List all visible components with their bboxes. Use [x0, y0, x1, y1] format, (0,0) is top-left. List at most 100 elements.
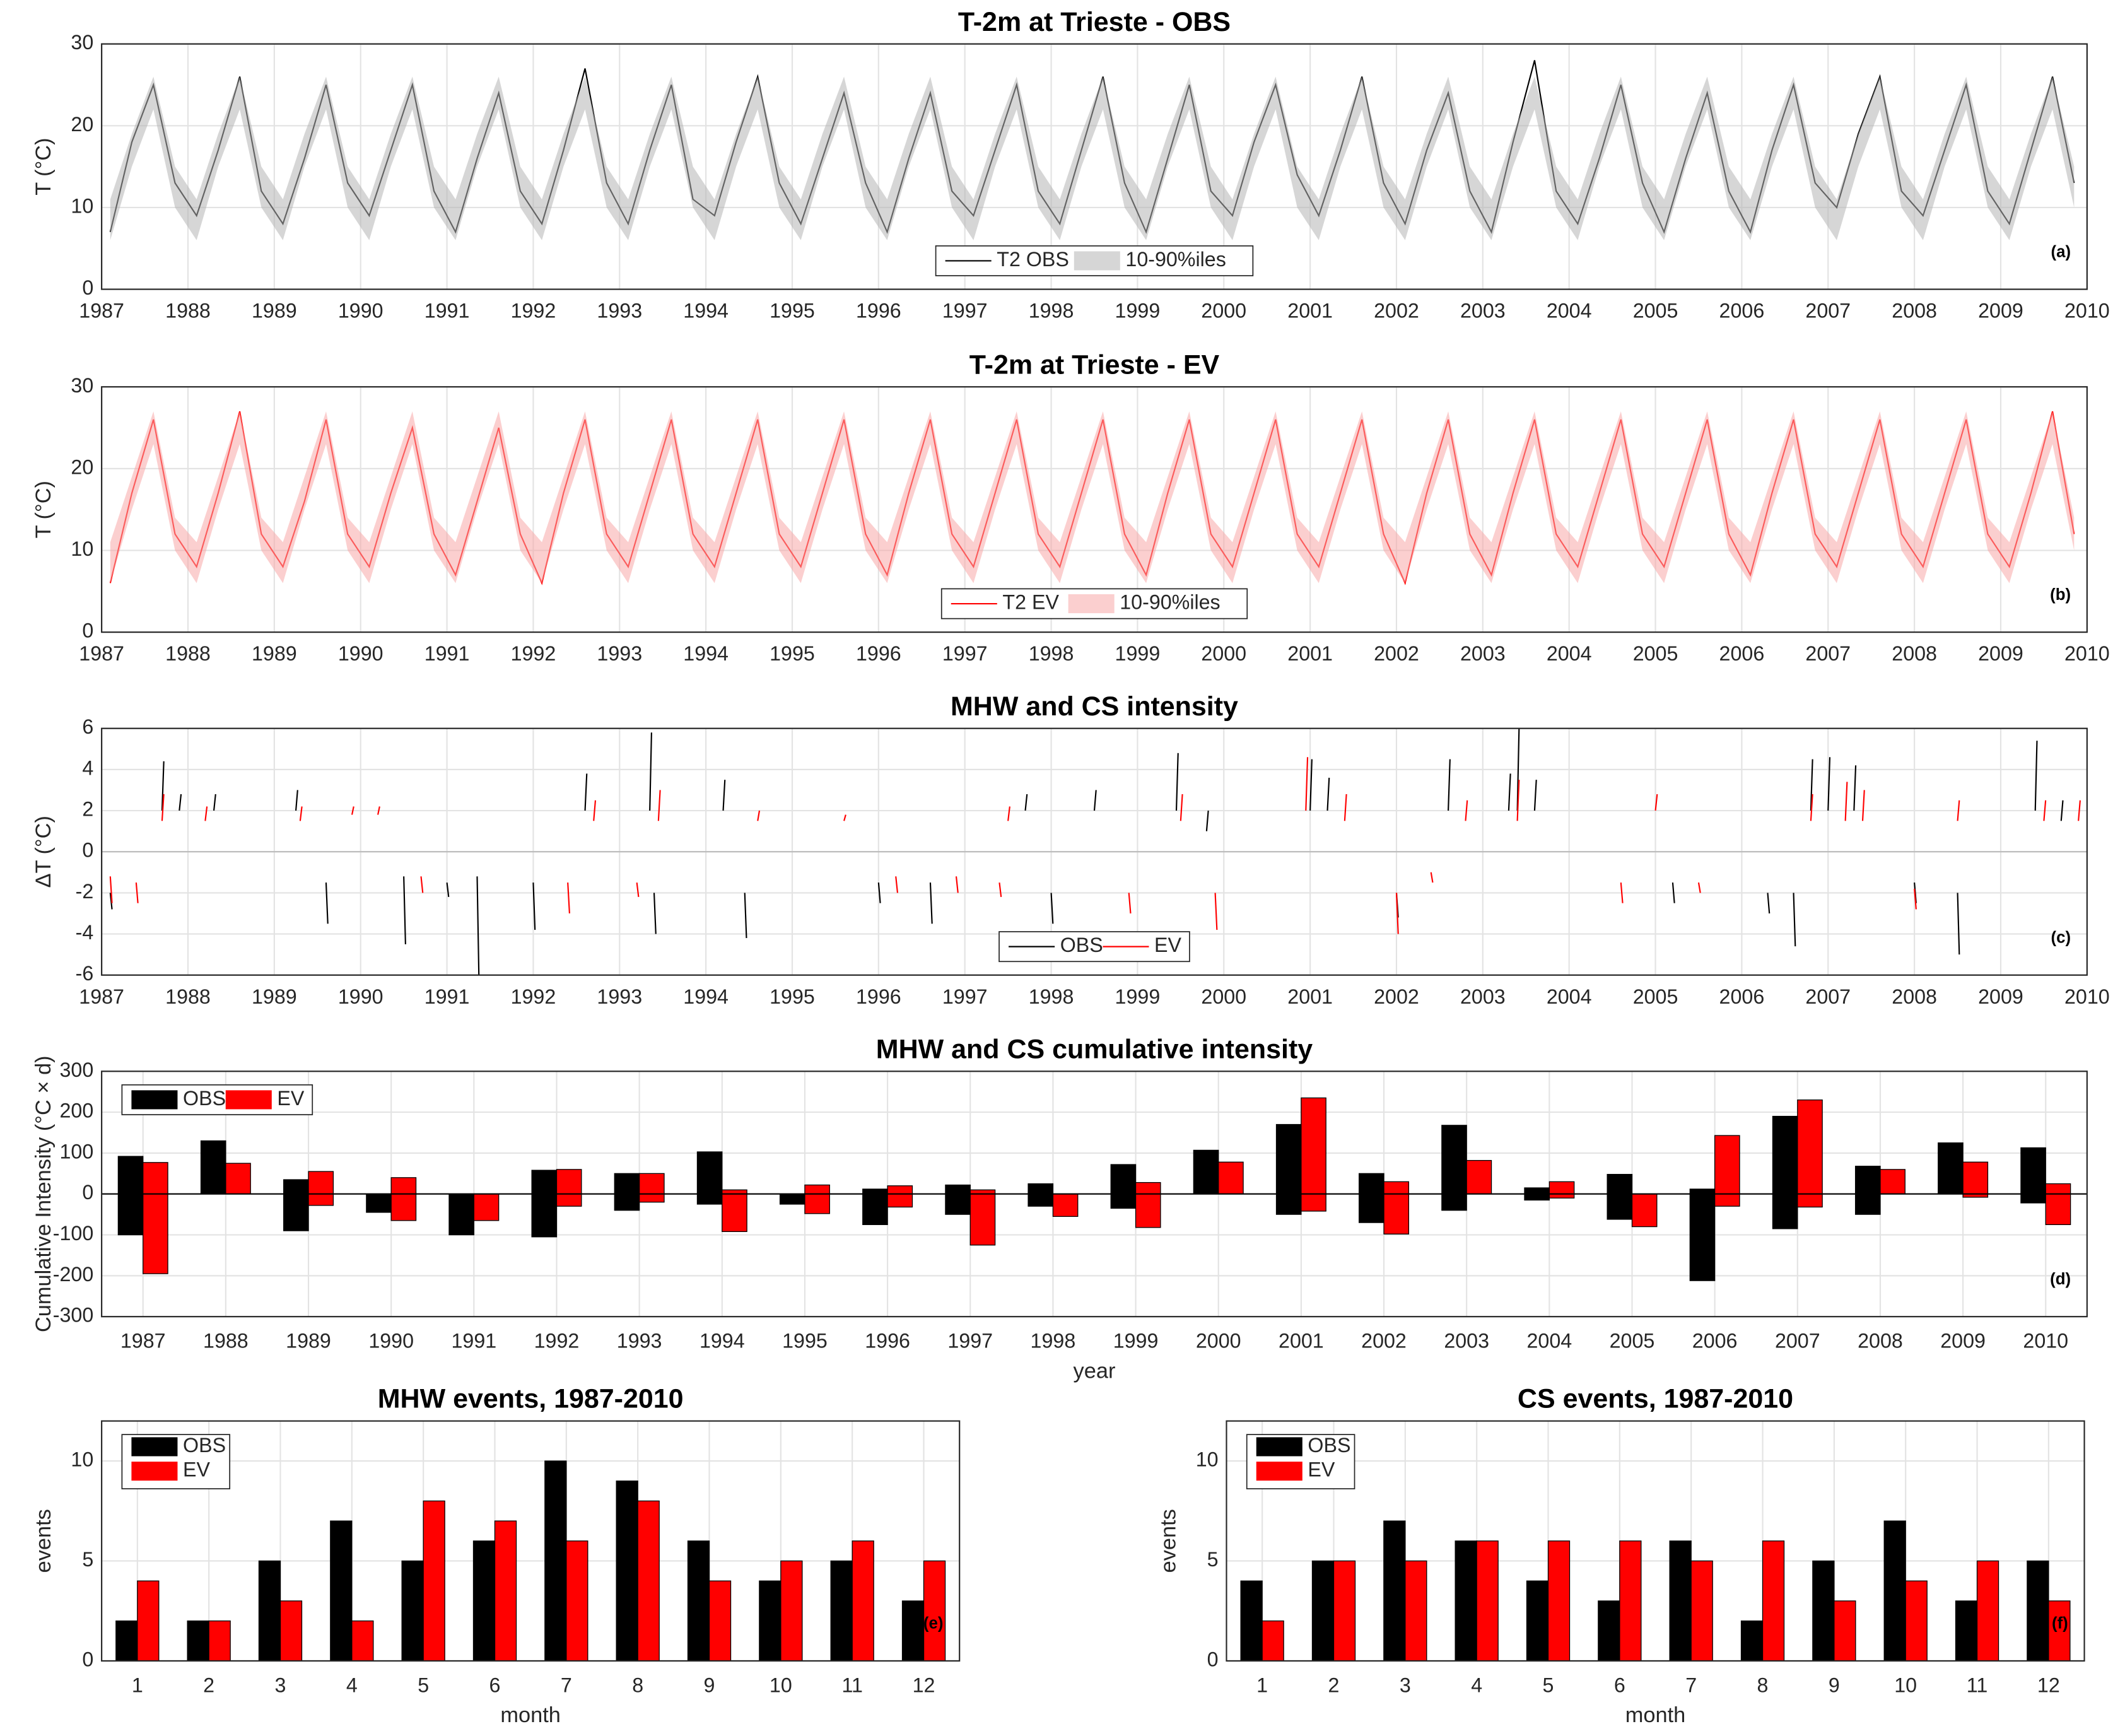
legend-label: EV: [1154, 934, 1181, 956]
bar: [390, 1194, 417, 1221]
bar: [696, 1194, 723, 1205]
x-tick-label: 1994: [700, 1330, 745, 1352]
x-tick-label: 1989: [252, 985, 297, 1008]
panel-label: (d): [2050, 1270, 2071, 1288]
chart-title: MHW events, 1987-2010: [378, 1384, 684, 1414]
bar: [137, 1580, 160, 1662]
bar: [887, 1194, 913, 1208]
x-tick-label: 1987: [79, 300, 124, 322]
bar: [1193, 1149, 1219, 1195]
x-tick-label: 2003: [1460, 985, 1506, 1008]
x-tick-label: 1989: [286, 1330, 331, 1352]
legend-swatch: [1074, 251, 1120, 271]
x-tick-label: 9: [704, 1674, 715, 1696]
bar: [1854, 1194, 1881, 1215]
x-tick-label: 2010: [2064, 300, 2110, 322]
chart-title: MHW and CS cumulative intensity: [876, 1034, 1313, 1064]
x-tick-label: 1992: [511, 985, 556, 1008]
bar: [1714, 1135, 1740, 1195]
x-tick-label: 2007: [1805, 642, 1851, 665]
bar: [1955, 1600, 1978, 1662]
bar: [1938, 1142, 1964, 1195]
bar: [1797, 1194, 1823, 1208]
bar: [614, 1194, 640, 1211]
x-tick-label: 1993: [617, 1330, 662, 1352]
chart-title: CS events, 1987-2010: [1518, 1384, 1793, 1414]
x-tick-label: 2006: [1719, 300, 1765, 322]
bar: [1797, 1100, 1823, 1195]
bar: [566, 1540, 588, 1662]
bar: [1631, 1194, 1658, 1228]
y-tick-label: 10: [71, 1448, 93, 1471]
bar: [1110, 1194, 1137, 1209]
bar: [2048, 1600, 2071, 1662]
x-tick-label: 2002: [1374, 642, 1419, 665]
x-tick-label: 2006: [1719, 642, 1765, 665]
bar: [2020, 1147, 2046, 1195]
axes-frame: [101, 1420, 961, 1662]
legend-label: T2 EV: [1002, 591, 1059, 614]
x-tick-label: 2001: [1287, 985, 1333, 1008]
bar: [1854, 1166, 1881, 1195]
x-tick-label: 1992: [511, 300, 556, 322]
bar: [1669, 1540, 1692, 1662]
bar: [759, 1580, 782, 1662]
x-tick-label: 2002: [1374, 985, 1419, 1008]
bar: [1027, 1194, 1054, 1207]
bar: [390, 1177, 417, 1195]
axes-frame: [101, 43, 2088, 290]
x-tick-label: 1987: [120, 1330, 166, 1352]
x-tick-label: 2010: [2064, 642, 2110, 665]
x-tick-label: 1990: [338, 642, 383, 665]
x-tick-label: 1999: [1115, 642, 1161, 665]
x-tick-label: 1995: [770, 985, 815, 1008]
y-tick-label: 300: [59, 1059, 93, 1081]
y-tick-label: -100: [53, 1222, 94, 1245]
x-tick-label: 2001: [1287, 642, 1333, 665]
x-tick-label: 2008: [1892, 985, 1937, 1008]
x-tick-label: 1996: [865, 1330, 910, 1352]
bar: [1524, 1187, 1550, 1195]
y-tick-label: 0: [82, 839, 93, 862]
x-tick-label: 2009: [1978, 300, 2023, 322]
x-tick-label: 7: [1685, 1674, 1697, 1696]
x-tick-label: 2004: [1547, 300, 1592, 322]
x-tick-label: 1992: [511, 642, 556, 665]
bar: [804, 1184, 830, 1195]
x-tick-label: 2008: [1858, 1330, 1903, 1352]
bar: [887, 1185, 913, 1195]
axes-frame: [101, 1070, 2088, 1318]
x-tick-label: 1997: [942, 985, 988, 1008]
bar: [637, 1500, 660, 1662]
bar: [687, 1540, 710, 1662]
x-tick-label: 2005: [1610, 1330, 1655, 1352]
x-tick-label: 2000: [1196, 1330, 1241, 1352]
bar: [556, 1169, 582, 1195]
bar: [1772, 1115, 1798, 1195]
axes-frame: [101, 727, 2088, 976]
bar: [945, 1184, 971, 1195]
bar: [616, 1481, 638, 1662]
x-tick-label: 1997: [947, 1330, 993, 1352]
y-tick-label: 5: [82, 1548, 93, 1571]
x-tick-label: 1993: [597, 985, 642, 1008]
x-tick-label: 2005: [1633, 300, 1678, 322]
bar: [722, 1194, 747, 1233]
x-tick-label: 7: [561, 1674, 572, 1696]
x-tick-label: 2004: [1526, 1330, 1572, 1352]
bar: [1607, 1173, 1633, 1195]
x-tick-label: 1995: [782, 1330, 828, 1352]
bar: [1455, 1540, 1477, 1662]
x-tick-label: 1993: [597, 642, 642, 665]
x-tick-label: 3: [275, 1674, 286, 1696]
x-tick-label: 1998: [1029, 300, 1074, 322]
y-tick-label: -300: [53, 1304, 94, 1327]
y-tick-label: 0: [82, 1648, 93, 1670]
legend-label: OBS: [1308, 1434, 1350, 1457]
bar: [639, 1194, 665, 1203]
x-tick-label: 2010: [2023, 1330, 2068, 1352]
x-tick-label: 2002: [1374, 300, 1419, 322]
bar: [1834, 1600, 1856, 1662]
axes-frame: [1226, 1420, 2085, 1662]
